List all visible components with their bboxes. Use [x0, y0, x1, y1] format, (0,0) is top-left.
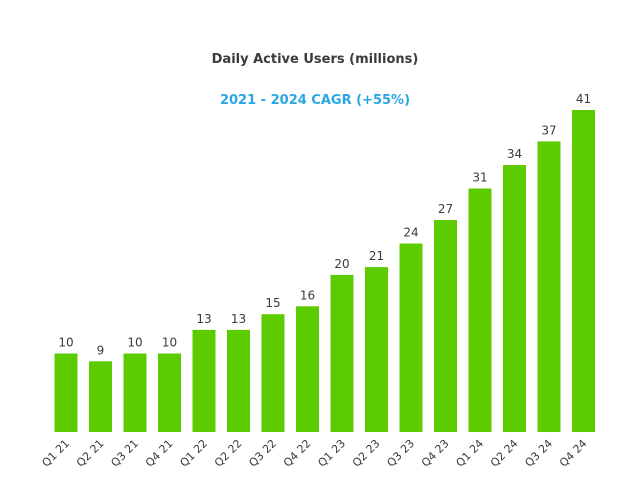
bar-q1-22	[192, 329, 216, 432]
value-label: 10	[127, 336, 142, 350]
value-label: 34	[507, 147, 522, 161]
x-tick-label: Q3 22	[246, 437, 279, 470]
value-label: 13	[231, 312, 246, 326]
x-tick-label: Q2 21	[74, 437, 107, 470]
bar-q2-21	[89, 361, 112, 432]
x-tick-label: Q3 21	[108, 437, 141, 470]
value-label: 15	[265, 296, 280, 310]
x-tick-label: Q1 23	[315, 437, 348, 470]
bar-q1-21	[54, 353, 78, 432]
x-tick-label: Q3 24	[522, 437, 555, 470]
bar-q3-22	[261, 314, 285, 432]
x-tick-label: Q3 23	[384, 437, 417, 470]
value-label: 37	[541, 123, 556, 137]
x-tick-label: Q4 23	[419, 437, 452, 470]
bar-q2-23	[365, 267, 388, 432]
x-tick-label: Q2 24	[488, 437, 521, 470]
bar-q1-23	[330, 274, 354, 432]
bar-q4-22	[296, 306, 319, 432]
chart-subtitle: 2021 - 2024 CAGR (+55%)	[219, 93, 411, 108]
value-label: 24	[403, 226, 418, 240]
chart-title: Daily Active Users (millions)	[211, 52, 419, 67]
bar-q2-24	[503, 165, 526, 432]
bar-q2-22	[227, 329, 250, 432]
bar-q4-23	[434, 220, 457, 432]
x-tick-label: Q4 24	[557, 437, 590, 470]
value-label: 41	[576, 92, 591, 106]
value-label: 10	[162, 336, 177, 350]
x-tick-label: Q1 22	[177, 437, 210, 470]
bar-q3-24	[537, 141, 561, 432]
x-tick-label: Q1 24	[453, 437, 486, 470]
bar-q3-23	[399, 243, 423, 432]
bar-q3-21	[123, 353, 147, 432]
value-label: 9	[97, 343, 105, 357]
x-tick-label: Q1 21	[39, 437, 72, 470]
value-label: 10	[58, 336, 73, 350]
x-tick-label: Q2 22	[212, 437, 245, 470]
value-label: 27	[438, 202, 453, 216]
x-tick-label: Q4 22	[281, 437, 314, 470]
bar-q4-21	[158, 353, 181, 432]
bar-q1-24	[468, 188, 492, 432]
x-tick-label: Q2 23	[350, 437, 383, 470]
value-label: 21	[369, 249, 384, 263]
value-label: 16	[300, 288, 315, 302]
value-label: 13	[196, 312, 211, 326]
x-tick-label: Q4 21	[143, 437, 176, 470]
bar-q4-24	[572, 110, 595, 432]
value-label: 31	[472, 171, 487, 185]
value-label: 20	[334, 257, 349, 271]
